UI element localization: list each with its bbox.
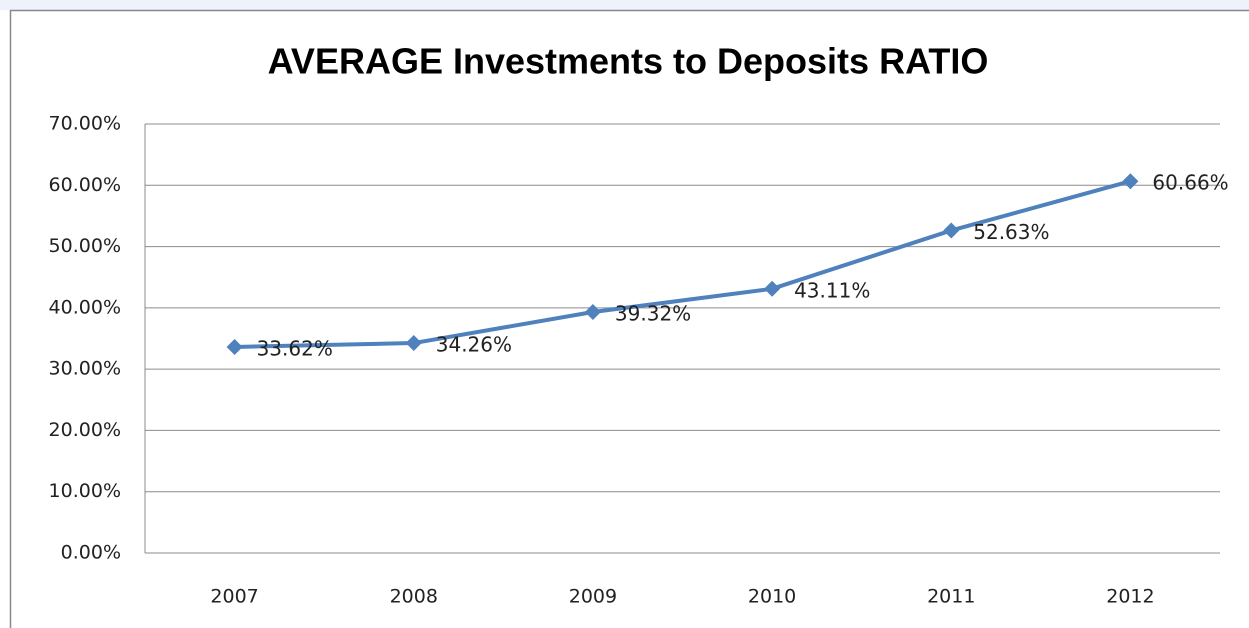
y-tick-label: 60.00%	[49, 174, 121, 196]
data-label: 39.32%	[615, 302, 691, 326]
y-tick-label: 50.00%	[49, 235, 121, 257]
point-marker	[1122, 173, 1139, 190]
x-tick-label: 2012	[1106, 586, 1154, 608]
data-label: 34.26%	[436, 333, 512, 357]
y-tick-label: 40.00%	[49, 296, 121, 318]
x-tick-label: 2008	[390, 586, 438, 608]
point-marker	[405, 335, 422, 352]
y-tick-label: 70.00%	[49, 113, 121, 135]
x-tick-label: 2010	[748, 586, 796, 608]
data-label: 43.11%	[794, 278, 870, 302]
x-tick-label: 2009	[569, 586, 617, 608]
x-tick-label: 2011	[927, 586, 975, 608]
data-label: 33.62%	[257, 336, 333, 360]
point-marker	[764, 280, 781, 297]
point-marker	[226, 338, 243, 355]
y-tick-label: 20.00%	[49, 419, 121, 441]
x-tick-label: 2007	[210, 586, 258, 608]
top-band	[0, 0, 1249, 10]
point-marker	[584, 304, 601, 321]
data-label: 52.63%	[973, 220, 1049, 244]
y-tick-label: 30.00%	[49, 358, 121, 380]
chart-title: AVERAGE Investments to Deposits RATIO	[268, 41, 989, 82]
chart-frame	[9, 9, 1249, 628]
y-tick-label: 0.00%	[61, 542, 121, 564]
y-tick-label: 10.00%	[49, 480, 121, 502]
series-line	[234, 179, 1131, 349]
point-marker	[943, 222, 960, 239]
data-label: 60.66%	[1152, 171, 1228, 195]
